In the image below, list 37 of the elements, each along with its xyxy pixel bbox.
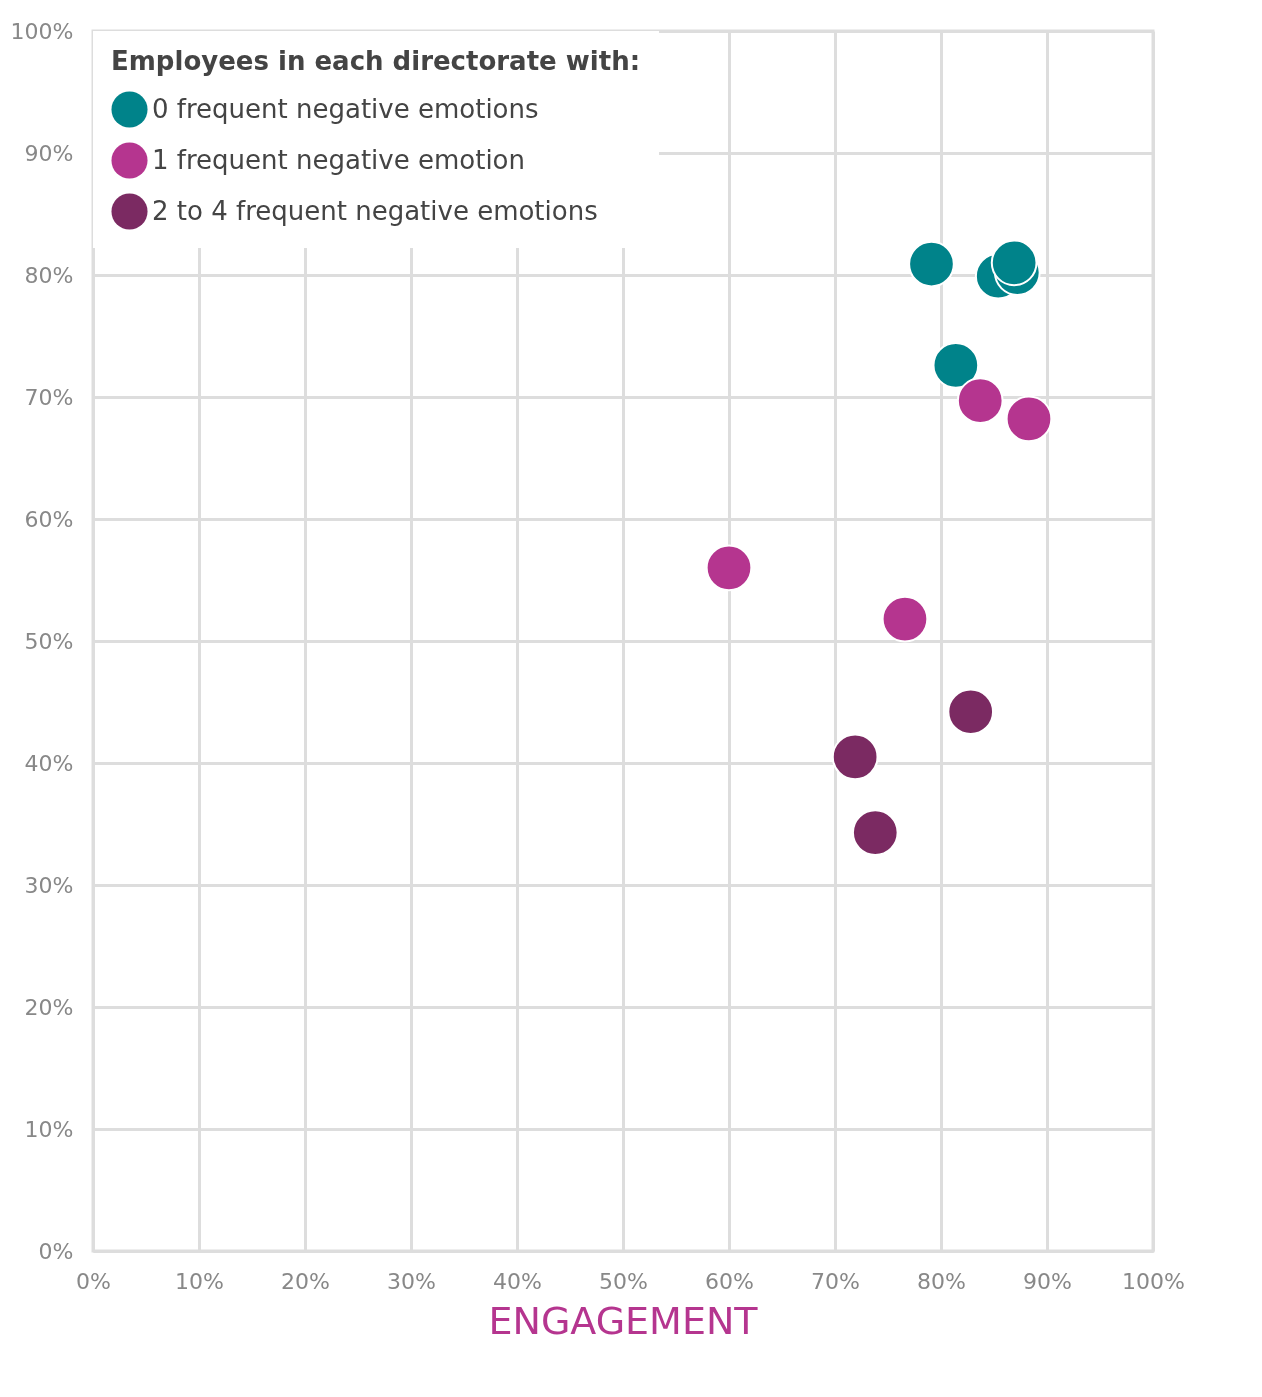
point: [956, 377, 1004, 424]
y-tick-label: 70%: [24, 384, 74, 410]
point: [932, 341, 980, 389]
x-tick-label: 40%: [493, 1268, 542, 1294]
y-tick-label: 10%: [24, 1116, 74, 1142]
point: [705, 544, 753, 592]
y-tick-label: 90%: [24, 140, 74, 166]
x-tick-label: 90%: [1023, 1268, 1072, 1294]
y-tick-label: 80%: [24, 262, 74, 288]
y-tick-label: 100%: [10, 18, 74, 44]
x-tick-label: 50%: [599, 1268, 648, 1294]
legend-label: 2 to 4 frequent negative emotions: [152, 195, 598, 226]
x-tick-label: 10%: [175, 1268, 224, 1294]
x-tick-label: 30%: [387, 1268, 436, 1294]
x-tick-label: 80%: [917, 1268, 966, 1294]
x-tick-label: 0%: [76, 1268, 111, 1294]
x-tick-label: 70%: [811, 1268, 860, 1294]
x-axis-title: ENGAGEMENT: [488, 1299, 759, 1343]
point: [1005, 395, 1053, 443]
point: [881, 595, 929, 643]
point: [908, 240, 955, 288]
point: [851, 809, 899, 856]
x-tick-label: 20%: [281, 1268, 330, 1294]
legend-label: 0 frequent negative emotions: [152, 93, 539, 124]
x-tick-label: 60%: [705, 1268, 754, 1294]
y-tick-label: 20%: [24, 994, 74, 1020]
point: [990, 239, 1038, 287]
point: [831, 733, 879, 781]
point: [947, 688, 995, 736]
y-tick-label: 60%: [24, 506, 74, 532]
y-tick-label: 0%: [38, 1238, 74, 1264]
legend-title: Employees in each directorate with:: [111, 46, 641, 76]
legend-label: 1 frequent negative emotion: [152, 144, 526, 175]
y-tick-label: 30%: [24, 872, 74, 898]
x-tick-label: 100%: [1122, 1268, 1185, 1294]
y-tick-label: 50%: [24, 628, 74, 654]
y-tick-label: 40%: [24, 750, 74, 776]
